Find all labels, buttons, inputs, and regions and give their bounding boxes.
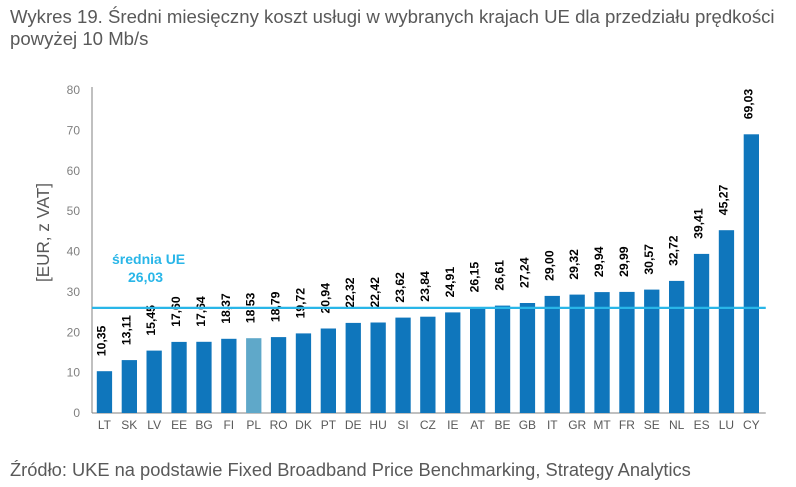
svg-text:GB: GB xyxy=(519,418,536,432)
svg-text:FR: FR xyxy=(619,418,635,432)
svg-text:RO: RO xyxy=(270,418,288,432)
svg-text:80: 80 xyxy=(67,83,81,97)
svg-text:0: 0 xyxy=(73,406,80,420)
svg-text:26,61: 26,61 xyxy=(493,260,507,291)
svg-text:39,41: 39,41 xyxy=(692,208,706,239)
svg-text:LT: LT xyxy=(98,418,112,432)
svg-text:SI: SI xyxy=(397,418,408,432)
svg-text:40: 40 xyxy=(67,245,81,259)
svg-text:29,32: 29,32 xyxy=(567,249,581,280)
svg-text:45,27: 45,27 xyxy=(716,184,730,215)
svg-text:NL: NL xyxy=(669,418,685,432)
svg-text:26,15: 26,15 xyxy=(468,262,482,293)
svg-text:23,84: 23,84 xyxy=(418,271,432,302)
svg-text:średnia UE: średnia UE xyxy=(112,251,185,267)
svg-text:17,64: 17,64 xyxy=(194,296,208,327)
svg-text:PL: PL xyxy=(246,418,261,432)
svg-text:60: 60 xyxy=(67,164,81,178)
svg-text:10: 10 xyxy=(67,366,81,380)
svg-text:PT: PT xyxy=(321,418,337,432)
svg-text:32,72: 32,72 xyxy=(667,235,681,266)
svg-text:FI: FI xyxy=(223,418,234,432)
svg-text:29,99: 29,99 xyxy=(617,246,631,277)
svg-text:29,94: 29,94 xyxy=(592,246,606,277)
svg-text:AT: AT xyxy=(470,418,485,432)
svg-text:19,72: 19,72 xyxy=(294,288,308,319)
svg-text:IT: IT xyxy=(547,418,558,432)
svg-text:MT: MT xyxy=(593,418,611,432)
svg-text:ES: ES xyxy=(694,418,710,432)
svg-text:[EUR, z VAT]: [EUR, z VAT] xyxy=(34,183,53,282)
svg-text:LU: LU xyxy=(719,418,734,432)
svg-text:20: 20 xyxy=(67,325,81,339)
svg-text:DK: DK xyxy=(295,418,312,432)
svg-text:10,35: 10,35 xyxy=(94,325,108,356)
svg-text:24,91: 24,91 xyxy=(443,267,457,298)
svg-text:22,42: 22,42 xyxy=(368,277,382,308)
svg-text:27,24: 27,24 xyxy=(517,257,531,288)
svg-text:22,32: 22,32 xyxy=(343,277,357,308)
svg-text:LV: LV xyxy=(147,418,161,432)
svg-text:HU: HU xyxy=(369,418,386,432)
svg-text:30,57: 30,57 xyxy=(642,244,656,275)
svg-text:29,00: 29,00 xyxy=(542,250,556,281)
svg-text:SK: SK xyxy=(121,418,137,432)
svg-text:23,62: 23,62 xyxy=(393,272,407,303)
svg-text:SE: SE xyxy=(644,418,660,432)
svg-text:18,79: 18,79 xyxy=(269,291,283,322)
svg-text:50: 50 xyxy=(67,204,81,218)
svg-text:CY: CY xyxy=(743,418,760,432)
svg-text:69,03: 69,03 xyxy=(741,89,755,120)
svg-text:GR: GR xyxy=(568,418,586,432)
svg-text:30: 30 xyxy=(67,285,81,299)
svg-text:EE: EE xyxy=(171,418,187,432)
svg-text:17,60: 17,60 xyxy=(169,296,183,327)
svg-text:13,11: 13,11 xyxy=(119,315,133,345)
svg-text:IE: IE xyxy=(447,418,458,432)
svg-text:70: 70 xyxy=(67,123,81,137)
svg-text:DE: DE xyxy=(345,418,362,432)
svg-text:15,45: 15,45 xyxy=(144,305,158,336)
svg-text:BG: BG xyxy=(195,418,212,432)
svg-text:26,03: 26,03 xyxy=(128,269,163,285)
svg-text:BE: BE xyxy=(494,418,510,432)
svg-text:CZ: CZ xyxy=(420,418,436,432)
